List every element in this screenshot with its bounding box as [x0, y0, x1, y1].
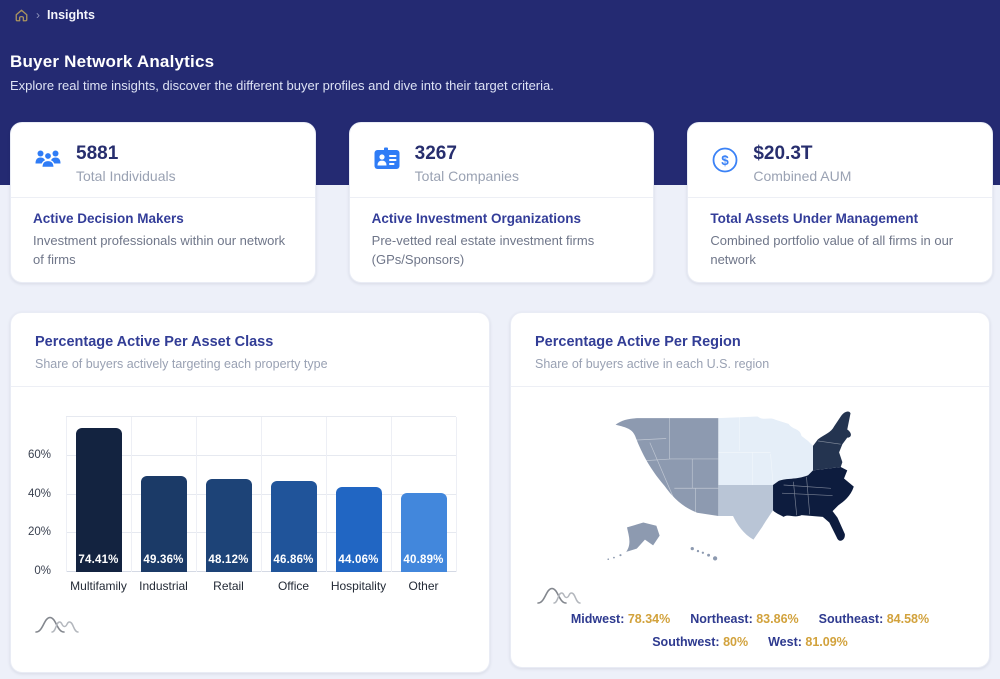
- bar-multifamily[interactable]: 74.41%: [75, 427, 122, 572]
- stat-cards-row: 5881 Total Individuals Active Decision M…: [10, 122, 994, 283]
- v-gridline: [391, 417, 392, 572]
- stat-card-body: Total Assets Under Management Combined p…: [688, 198, 992, 282]
- stat-card-header: 5881 Total Individuals: [11, 123, 315, 198]
- bar-value-label: 44.06%: [338, 554, 379, 566]
- x-tick-label: Retail: [213, 579, 244, 593]
- stat-card-companies: 3267 Total Companies Active Investment O…: [348, 122, 655, 283]
- stat-description: Investment professionals within our netw…: [33, 232, 286, 267]
- map-aleutian-island: [613, 556, 615, 559]
- chart-subtitle: Share of buyers actively targeting each …: [35, 357, 328, 371]
- breadcrumb: › Insights: [14, 6, 95, 24]
- stat-card-header: 3267 Total Companies: [349, 123, 654, 198]
- bar-other[interactable]: 40.89%: [400, 492, 447, 572]
- x-tick-label: Hospitality: [330, 579, 387, 593]
- stat-label: Combined AUM: [753, 167, 852, 184]
- state-border-lines: [618, 416, 841, 516]
- distribution-curves-icon: [34, 613, 80, 640]
- y-tick-label: 0%: [34, 565, 51, 577]
- x-tick-label: Industrial: [139, 579, 188, 593]
- bar-plot: 74.41% 49.36% 48.12% 46.86% 44.06% 40.89%: [66, 416, 457, 572]
- y-tick-label: 60%: [27, 448, 51, 461]
- map-region-northeast[interactable]: [813, 411, 851, 471]
- chart-title: Percentage Active Per Region: [535, 334, 741, 350]
- stat-value: 3267: [414, 143, 457, 164]
- people-group-icon: [33, 147, 63, 169]
- distribution-curves-icon: [536, 584, 582, 611]
- h-gridline: [66, 416, 456, 417]
- asset-class-chart-card: Percentage Active Per Asset Class Share …: [10, 312, 490, 673]
- us-region-map: [596, 401, 906, 569]
- map-region-midwest[interactable]: [718, 416, 813, 485]
- region-chart-card: Percentage Active Per Region Share of bu…: [510, 312, 990, 668]
- map-aleutian-island: [607, 558, 610, 561]
- bar-value-label: 40.89%: [403, 554, 444, 566]
- y-tick-label: 40%: [27, 487, 51, 500]
- chart-subtitle: Share of buyers active in each U.S. regi…: [535, 357, 770, 371]
- legend-row: Midwest: 78.34% Northeast: 83.86% Southeas…: [511, 612, 989, 630]
- bar-retail[interactable]: 48.12%: [205, 478, 252, 572]
- x-tick-label: Other: [408, 579, 439, 593]
- stat-card-aum: $ $20.3T Combined AUM Total Assets Under…: [687, 122, 994, 283]
- v-gridline: [131, 417, 132, 572]
- stat-description: Pre-vetted real estate investment firms …: [371, 232, 595, 267]
- legend-item-west: West: 81.09%: [768, 635, 848, 649]
- stat-label: Total Individuals: [76, 167, 176, 184]
- stat-label: Total Companies: [414, 167, 519, 184]
- stat-card-figures: $20.3T Combined AUM: [753, 143, 851, 184]
- page-title: Buyer Network Analytics: [10, 52, 215, 71]
- stat-card-figures: 5881 Total Individuals: [76, 143, 176, 184]
- region-legend: Midwest: 78.34% Northeast: 83.86% Southeas…: [511, 612, 989, 658]
- v-gridline: [196, 417, 197, 572]
- bar-chart-y-axis: 0% 20% 40% 60%: [11, 417, 59, 577]
- map-region-west[interactable]: [615, 418, 719, 516]
- chart-header: Percentage Active Per Region Share of bu…: [511, 313, 989, 387]
- stat-description: Combined portfolio value of all firms in…: [710, 232, 954, 267]
- page-subtitle: Explore real time insights, discover the…: [10, 78, 554, 93]
- legend-row: Southwest: 80% West: 81.09%: [511, 635, 989, 653]
- map-region-southeast[interactable]: [773, 467, 854, 541]
- bar-office[interactable]: 46.86%: [270, 481, 317, 572]
- x-tick-label: Multifamily: [70, 579, 127, 593]
- legend-item-southwest: Southwest: 80%: [652, 635, 749, 649]
- chart-header: Percentage Active Per Asset Class Share …: [11, 313, 489, 387]
- stat-value: $20.3T: [753, 143, 813, 164]
- map-region-alaska[interactable]: [626, 522, 660, 552]
- y-tick-label: 20%: [27, 526, 51, 539]
- stat-card-header: $ $20.3T Combined AUM: [688, 123, 993, 198]
- v-gridline: [456, 417, 457, 572]
- stat-heading: Active Investment Organizations: [371, 210, 581, 226]
- stat-card-figures: 3267 Total Companies: [415, 143, 519, 184]
- bar-value-label: 74.41%: [78, 554, 119, 566]
- bar-value-label: 46.86%: [273, 554, 314, 566]
- dollar-circle-icon: $: [710, 147, 740, 173]
- chart-cards-row: Percentage Active Per Asset Class Share …: [10, 312, 990, 673]
- legend-item-southeast: Southeast: 84.58%: [818, 612, 930, 626]
- stat-card-body: Active Decision Makers Investment profes…: [11, 198, 315, 282]
- chart-title: Percentage Active Per Asset Class: [35, 334, 274, 350]
- bar-industrial[interactable]: 49.36%: [140, 476, 187, 572]
- v-gridline: [326, 417, 327, 572]
- legend-item-northeast: Northeast: 83.86%: [690, 612, 799, 626]
- bar-value-label: 48.12%: [208, 554, 249, 566]
- stat-card-body: Active Investment Organizations Pre-vett…: [350, 198, 654, 282]
- legend-item-midwest: Midwest: 78.34%: [570, 612, 671, 626]
- x-tick-label: Office: [277, 579, 310, 593]
- bar-chart-x-axis: Multifamily Industrial Retail Office Hospita…: [66, 579, 456, 593]
- breadcrumb-current[interactable]: Insights: [47, 8, 95, 22]
- stat-heading: Active Decision Makers: [33, 210, 184, 226]
- map-aleutian-island: [619, 554, 622, 557]
- id-card-icon: [372, 147, 402, 170]
- stat-card-individuals: 5881 Total Individuals Active Decision M…: [10, 122, 316, 283]
- stat-value: 5881: [76, 143, 119, 164]
- map-region-hawaii[interactable]: [690, 547, 718, 561]
- breadcrumb-separator-icon: ›: [36, 8, 40, 22]
- home-icon[interactable]: [14, 8, 29, 23]
- v-gridline: [261, 417, 262, 572]
- map-region-southwest[interactable]: [718, 485, 774, 540]
- bar-hospitality[interactable]: 44.06%: [335, 486, 382, 572]
- bar-value-label: 49.36%: [143, 554, 184, 566]
- svg-text:$: $: [722, 153, 730, 168]
- v-gridline: [66, 417, 67, 572]
- stat-heading: Total Assets Under Management: [710, 210, 919, 226]
